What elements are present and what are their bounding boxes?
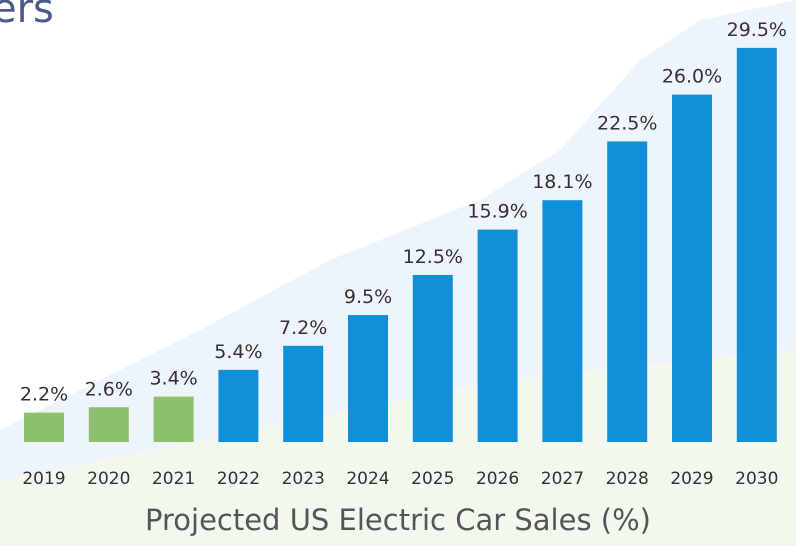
x-tick-label: 2028 [606, 469, 649, 489]
bar [672, 94, 712, 442]
bar [88, 407, 129, 442]
bar [412, 275, 453, 442]
x-tick-label: 2024 [346, 469, 389, 489]
bar [736, 47, 777, 442]
bar [542, 200, 583, 442]
chart-title: ers [0, 0, 54, 32]
value-label: 9.5% [344, 286, 392, 308]
x-tick-label: 2029 [670, 469, 713, 489]
value-label: 22.5% [597, 112, 657, 134]
bar [348, 315, 388, 442]
value-label: 29.5% [727, 19, 787, 41]
x-axis-label: Projected US Electric Car Sales (%) [145, 503, 651, 537]
bar [283, 345, 324, 442]
value-label: 18.1% [532, 171, 592, 193]
x-tick-label: 2027 [541, 469, 584, 489]
value-label: 12.5% [403, 246, 463, 268]
x-tick-label: 2022 [217, 469, 260, 489]
bar [607, 141, 648, 442]
bar [153, 396, 194, 442]
value-label: 3.4% [149, 368, 197, 390]
bar [24, 412, 64, 442]
x-tick-label: 2021 [152, 469, 195, 489]
x-tick-label: 2026 [476, 469, 519, 489]
x-tick-label: 2023 [282, 469, 325, 489]
value-label: 7.2% [279, 317, 327, 339]
value-label: 5.4% [214, 341, 262, 363]
value-label: 2.6% [85, 378, 133, 400]
x-tick-label: 2030 [735, 469, 778, 489]
value-label: 26.0% [662, 66, 722, 88]
x-tick-label: 2025 [411, 469, 454, 489]
bar [218, 369, 259, 442]
value-label: 2.2% [20, 384, 68, 406]
bar [477, 229, 518, 442]
background-shape [0, 350, 796, 546]
x-tick-label: 2019 [22, 469, 65, 489]
x-tick-label: 2020 [87, 469, 130, 489]
value-label: 15.9% [467, 201, 527, 223]
